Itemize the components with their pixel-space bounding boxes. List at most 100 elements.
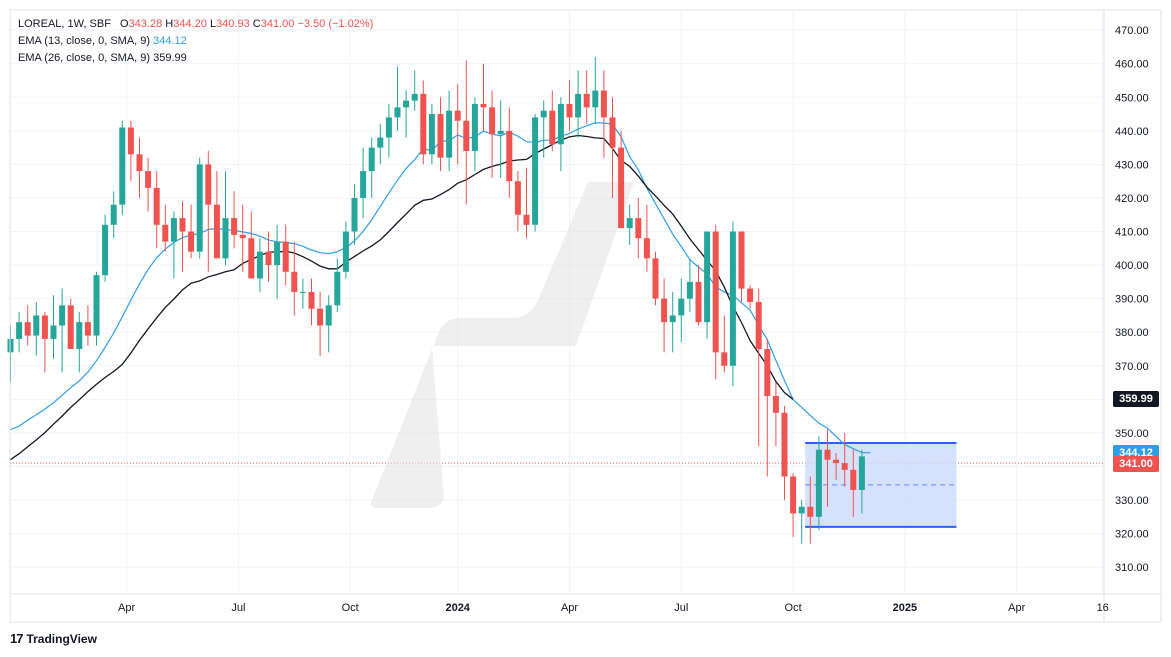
candle-body <box>437 114 444 158</box>
ema26-line <box>10 134 794 461</box>
change-value: −3.50 (−1.02%) <box>297 18 374 30</box>
candle-body <box>815 449 822 517</box>
candle <box>557 97 564 172</box>
price-tick-label: 420.00 <box>1115 193 1149 205</box>
price-tick-label: 470.00 <box>1115 25 1149 37</box>
candle-body <box>256 251 263 279</box>
candle <box>635 197 642 259</box>
candle-body <box>334 271 341 306</box>
candle <box>24 305 31 346</box>
candle <box>196 157 203 259</box>
candle-body <box>807 506 814 517</box>
candle <box>471 97 478 172</box>
candle-body <box>557 103 564 145</box>
candle-body <box>50 325 57 339</box>
candle-body <box>222 218 229 259</box>
price-tick-label: 330.00 <box>1115 495 1149 507</box>
candle <box>385 103 392 158</box>
candle-body <box>790 476 797 514</box>
candle <box>351 184 358 245</box>
chart-frame <box>9 9 1162 623</box>
candle <box>695 265 702 326</box>
symbol-ohlc-row: LOREAL, 1W, SBF O343.28 H344.20 L340.93 … <box>18 16 373 33</box>
candle-body <box>360 171 367 198</box>
candle <box>265 231 272 282</box>
candle-body <box>764 348 771 396</box>
candle <box>248 211 255 279</box>
price-tick-label: 450.00 <box>1115 92 1149 104</box>
candle <box>489 90 496 178</box>
time-axis[interactable]: Apr Jul Oct 2024 Apr Jul Oct 2025 Apr 16 <box>118 602 1109 614</box>
candle-body <box>506 130 513 182</box>
tradingview-brand[interactable]: 17 TradingView <box>10 631 97 646</box>
candle-body <box>76 322 83 349</box>
candle <box>575 70 582 138</box>
candle <box>721 315 728 373</box>
candle-body <box>239 234 246 239</box>
candle-body <box>747 288 754 302</box>
candle <box>170 211 177 279</box>
candle-body <box>205 164 212 205</box>
candle-body <box>170 218 177 242</box>
candle <box>127 120 134 182</box>
candle <box>592 56 599 125</box>
candle <box>618 130 625 229</box>
candle <box>815 436 822 531</box>
candle-body <box>704 231 711 323</box>
candle <box>652 251 659 306</box>
candle <box>463 60 470 205</box>
price-tick-label: 430.00 <box>1115 159 1149 171</box>
close-price-tag: 341.00 <box>1113 456 1159 473</box>
candle <box>299 278 306 309</box>
candle <box>729 221 736 386</box>
candle-body <box>231 218 238 235</box>
ohlc-low-value: 340.93 <box>216 18 250 30</box>
candle <box>669 291 676 353</box>
ema26-label: EMA (26, close, 0, SMA, 9) <box>18 52 151 64</box>
candle-body <box>145 171 152 188</box>
ema13-legend-row[interactable]: EMA (13, close, 0, SMA, 9) 344.12 <box>18 33 373 50</box>
candle-body <box>342 231 349 272</box>
candle <box>291 241 298 316</box>
candle <box>239 204 246 272</box>
candle-body <box>394 107 401 118</box>
ema13-value: 344.12 <box>153 35 187 47</box>
candle <box>274 224 281 299</box>
ema26-value: 359.99 <box>153 52 187 64</box>
candle-body <box>686 281 693 299</box>
tradingview-logo-icon: 17 <box>10 631 24 646</box>
price-tick-label: 310.00 <box>1115 562 1149 574</box>
candle <box>282 224 289 286</box>
candle <box>403 90 410 138</box>
ema26-price-tag: 359.99 <box>1113 391 1159 408</box>
candle <box>33 302 40 356</box>
price-tick-label: 370.00 <box>1115 361 1149 373</box>
price-axis[interactable]: 310.00320.00330.00340.00350.00360.00370.… <box>1115 25 1149 574</box>
candle-body <box>772 395 779 413</box>
candle <box>609 97 616 198</box>
candle <box>50 295 57 360</box>
candle-body <box>127 127 134 155</box>
candle <box>841 432 848 487</box>
ema26-legend-row[interactable]: EMA (26, close, 0, SMA, 9) 359.99 <box>18 50 373 67</box>
candle-body <box>781 412 788 477</box>
ohlc-open-value: 343.28 <box>128 18 163 30</box>
candle-body <box>678 298 685 316</box>
candle <box>678 278 685 343</box>
candle <box>428 103 435 165</box>
candle-body <box>497 130 504 135</box>
candle-body <box>592 90 599 108</box>
candles <box>7 56 865 544</box>
candle-body <box>661 298 668 323</box>
price-tick-label: 400.00 <box>1115 260 1149 272</box>
chart-legend: LOREAL, 1W, SBF O343.28 H344.20 L340.93 … <box>18 16 373 67</box>
candle <box>16 312 23 353</box>
candle-body <box>274 241 281 266</box>
price-tick-label: 460.00 <box>1115 59 1149 71</box>
candle-body <box>325 305 332 326</box>
candle-body <box>179 218 186 232</box>
watermark-shape <box>370 182 634 508</box>
candle-body <box>480 103 487 108</box>
candle <box>67 298 74 349</box>
